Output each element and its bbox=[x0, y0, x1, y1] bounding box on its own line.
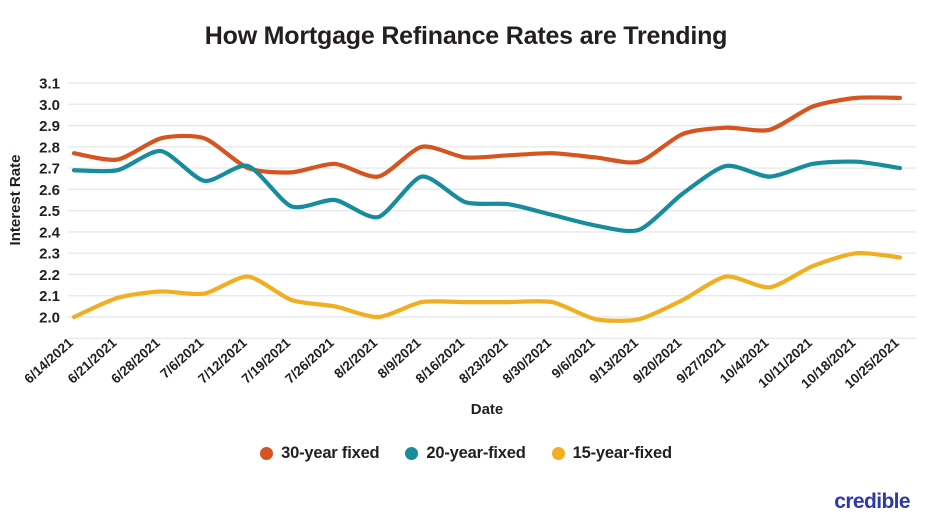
y-axis-tick-label: 2.2 bbox=[39, 267, 60, 284]
chart-title: How Mortgage Refinance Rates are Trendin… bbox=[204, 22, 728, 50]
chart-legend: 30-year fixed 20-year-fixed 15-year-fixed bbox=[0, 444, 932, 463]
legend-item-label: 30-year fixed bbox=[281, 444, 380, 462]
x-axis-tick-label: 7/26/2021 bbox=[282, 335, 337, 387]
x-axis-title: Date bbox=[471, 401, 504, 418]
y-axis-tick-label: 2.6 bbox=[39, 182, 60, 199]
legend-item[interactable]: 20-year-fixed bbox=[405, 444, 526, 463]
legend-color-dot-icon bbox=[260, 447, 274, 460]
legend-item[interactable]: 30-year fixed bbox=[260, 444, 380, 463]
y-axis-tick-label: 2.3 bbox=[39, 246, 60, 263]
y-axis-tick-label: 3.1 bbox=[39, 76, 60, 93]
y-axis-tick-label: 2.9 bbox=[39, 118, 60, 135]
legend-item[interactable]: 15-year-fixed bbox=[551, 444, 672, 463]
series-line bbox=[71, 250, 903, 323]
legend-item-label: 20-year-fixed bbox=[426, 444, 526, 462]
legend-color-dot-icon bbox=[551, 447, 565, 460]
y-axis-tick-label: 2.5 bbox=[39, 203, 60, 220]
line-chart-plot: 2.0 2.1 2.2 2.3 2.4 2.5 2.6 2.7 2.8 2.9 3.0 3.1 Inte… bbox=[7, 76, 916, 418]
legend-color-dot-icon bbox=[405, 447, 419, 460]
y-axis-tick-label: 3.0 bbox=[39, 97, 60, 114]
y-axis-tick-label: 2.0 bbox=[39, 310, 60, 327]
y-axis-tick-label: 2.1 bbox=[39, 288, 60, 305]
y-axis-title: Interest Rate bbox=[7, 155, 24, 246]
y-axis-tick-label: 2.7 bbox=[39, 161, 60, 178]
series-line bbox=[71, 95, 903, 179]
legend-item-label: 15-year-fixed bbox=[572, 444, 672, 462]
credible-logo: credible bbox=[834, 490, 910, 513]
x-axis-tick-label: 8/30/2021 bbox=[500, 335, 555, 387]
y-axis-tick-label: 2.8 bbox=[39, 139, 60, 156]
series-line bbox=[71, 148, 903, 234]
y-axis-tick-label: 2.4 bbox=[39, 224, 61, 241]
x-axis-tick-label: 6/28/2021 bbox=[108, 335, 163, 387]
x-axis-tick-label: 8/2/2021 bbox=[331, 335, 380, 382]
